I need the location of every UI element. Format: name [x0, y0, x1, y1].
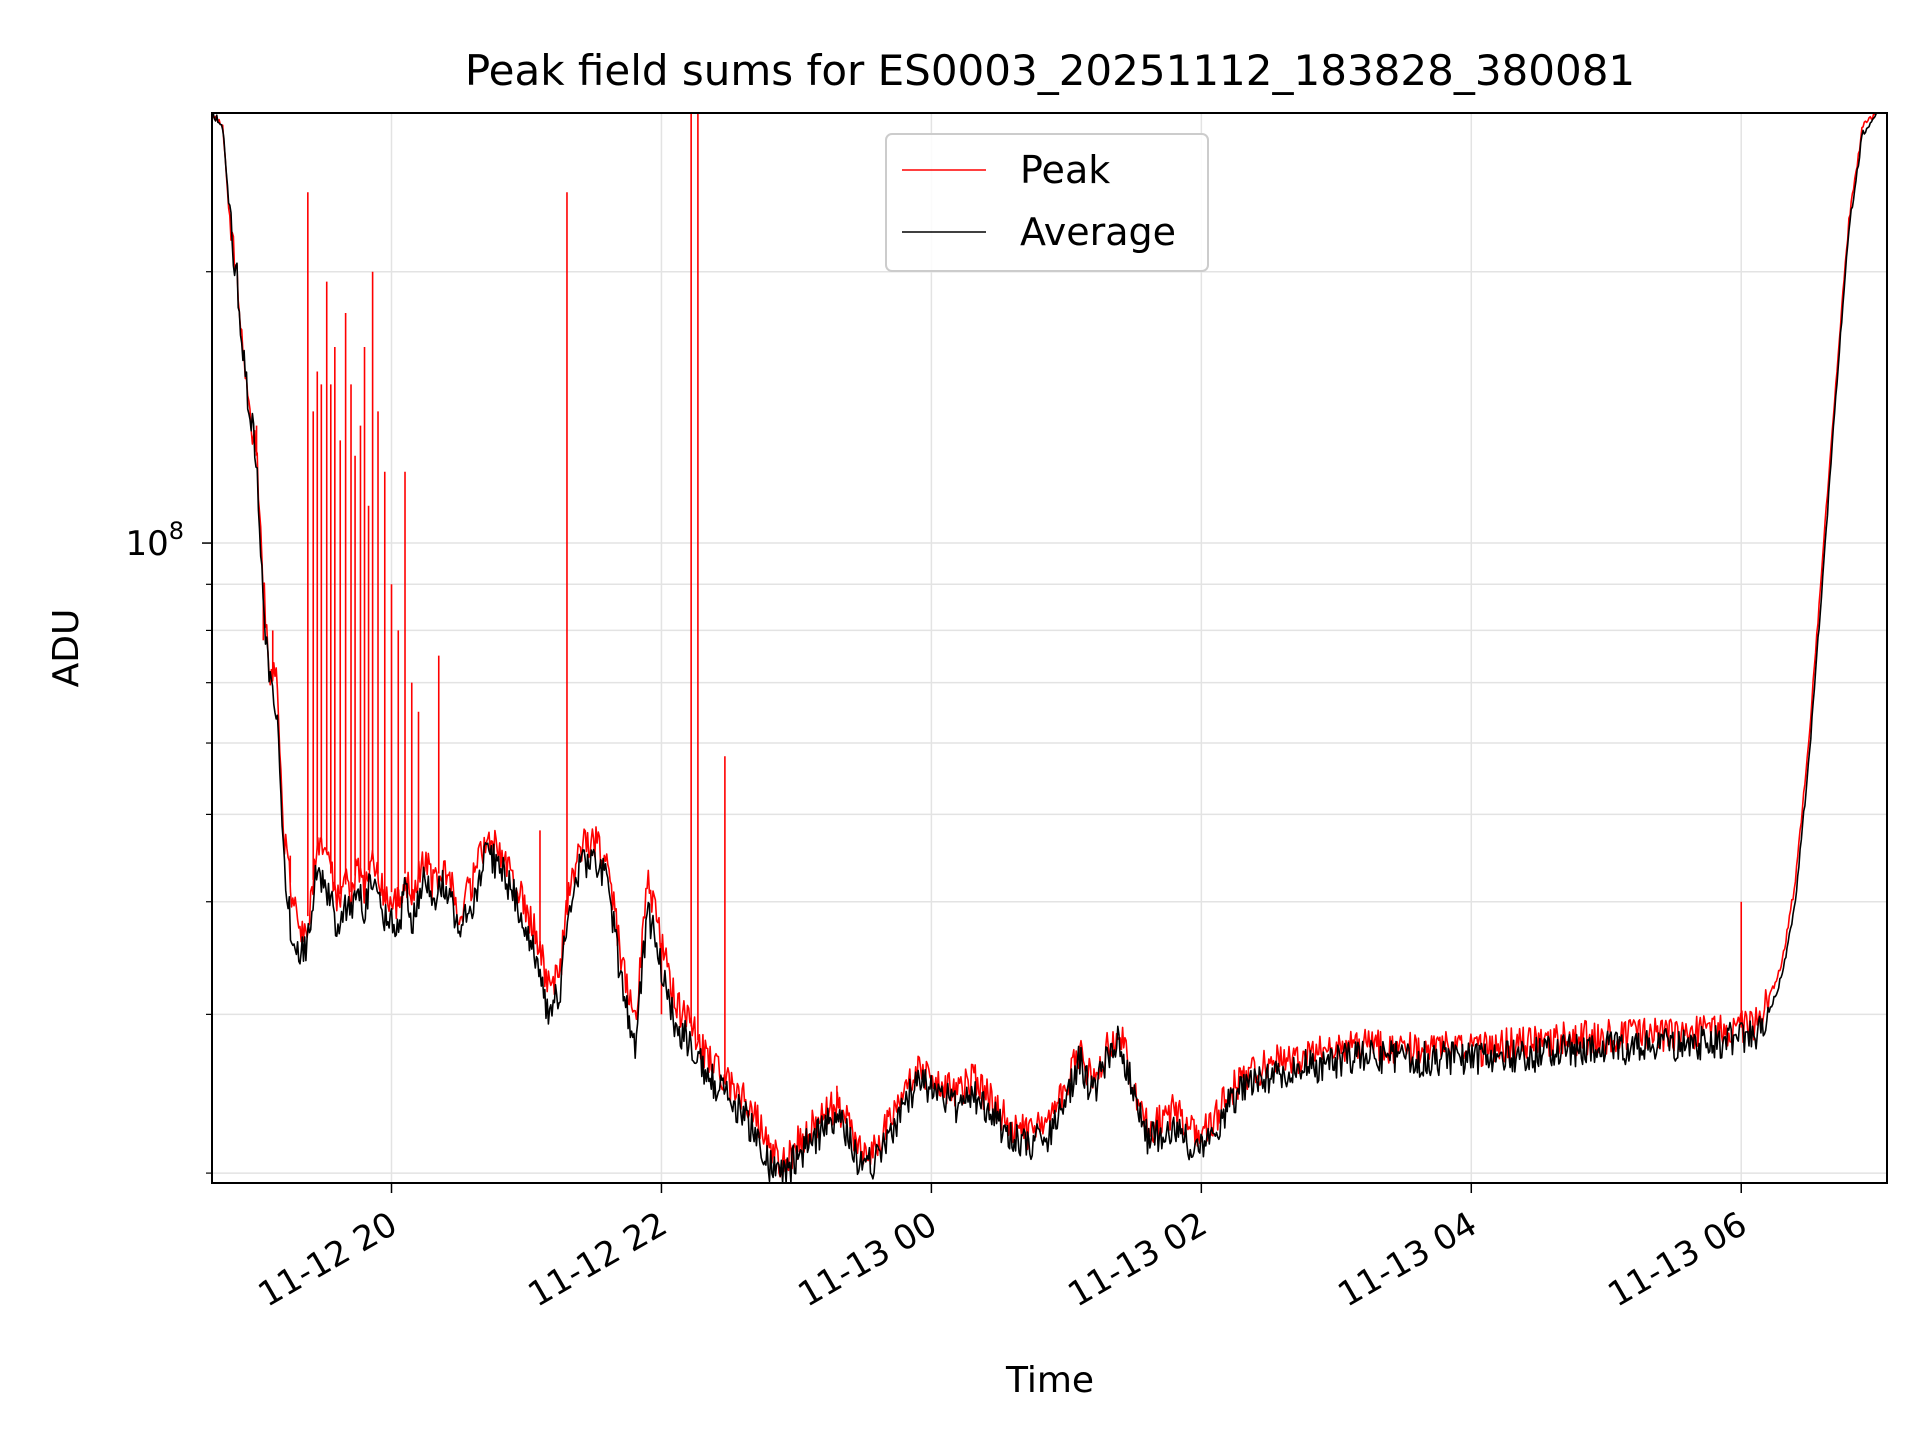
y-tick-label-exponent: 8 — [169, 517, 184, 545]
x-axis-label: Time — [1005, 1360, 1094, 1401]
chart-title: Peak field sums for ES0003_20251112_1838… — [465, 46, 1635, 95]
y-axis-label: ADU — [46, 609, 87, 688]
y-tick-label-1e8: 108 — [125, 517, 184, 564]
plot-frame — [211, 112, 1888, 1184]
legend-label-peak: Peak — [1020, 148, 1110, 192]
series-line-average — [212, 112, 1877, 1184]
legend-box — [885, 133, 1209, 272]
series-layer — [211, 112, 1877, 1184]
legend: Peak Average — [885, 133, 1209, 272]
legend-label-average: Average — [1020, 210, 1176, 254]
y-tick-label-base: 10 — [125, 524, 168, 564]
series-line-peak — [211, 112, 1877, 1178]
